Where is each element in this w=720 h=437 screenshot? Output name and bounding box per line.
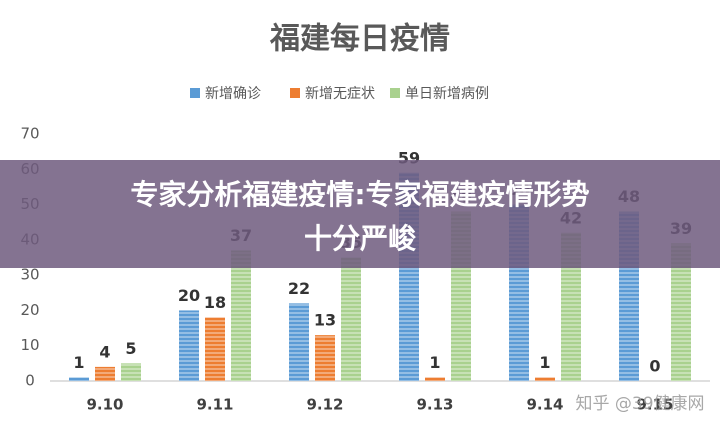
y-tick-label: 20 xyxy=(20,301,39,319)
value-label: 13 xyxy=(314,311,336,330)
bar-group xyxy=(289,303,309,381)
bar-group xyxy=(205,317,225,381)
legend-swatch xyxy=(190,88,200,98)
legend-label: 新增确诊 xyxy=(205,86,261,102)
bar-group xyxy=(341,257,361,381)
bar-stripes xyxy=(289,303,309,381)
banner-background xyxy=(0,160,720,268)
bar-group xyxy=(671,243,691,381)
bar-group xyxy=(535,377,555,381)
y-tick-label: 0 xyxy=(25,372,35,390)
bar-stripes xyxy=(121,363,141,381)
watermark: 知乎 @39健康网 xyxy=(575,394,704,414)
legend-swatch xyxy=(390,88,400,98)
x-tick-label: 9.13 xyxy=(416,396,453,414)
bar-group xyxy=(561,232,581,381)
bar-stripes xyxy=(231,250,251,381)
bar-group xyxy=(425,377,445,381)
value-label: 1 xyxy=(73,353,84,372)
value-label: 4 xyxy=(99,342,110,361)
value-label: 5 xyxy=(125,339,136,358)
bar-stripes xyxy=(315,335,335,381)
legend-label: 单日新增病例 xyxy=(405,86,489,102)
bar-stripes xyxy=(425,377,445,381)
banner-text: 专家分析福建疫情:专家福建疫情形势十分严峻 xyxy=(130,178,589,255)
x-tick-label: 9.14 xyxy=(526,396,563,414)
x-tick-label: 9.11 xyxy=(196,396,233,414)
bar-stripes xyxy=(95,366,115,381)
y-tick-label: 30 xyxy=(20,266,39,284)
bar-group xyxy=(179,310,199,381)
value-label: 18 xyxy=(204,293,226,312)
legend-label: 新增无症状 xyxy=(305,86,375,102)
x-tick-label: 9.12 xyxy=(306,396,343,414)
bar-stripes xyxy=(69,377,89,381)
bar-group xyxy=(69,377,89,381)
bar-group xyxy=(231,250,251,381)
bar-group xyxy=(95,366,115,381)
legend-swatch xyxy=(290,88,300,98)
bar-group xyxy=(121,363,141,381)
x-tick-label: 9.15 xyxy=(636,396,673,414)
bar-stripes xyxy=(535,377,555,381)
x-tick-label: 9.10 xyxy=(86,396,123,414)
bar-group xyxy=(315,335,335,381)
value-label: 22 xyxy=(288,279,310,298)
value-label: 0 xyxy=(649,357,660,376)
bar-stripes xyxy=(671,243,691,381)
y-tick-label: 70 xyxy=(20,125,39,143)
value-label: 20 xyxy=(178,286,200,305)
chart-title: 福建每日疫情 xyxy=(269,22,450,57)
value-label: 1 xyxy=(539,353,550,372)
bar-stripes xyxy=(179,310,199,381)
bar-stripes xyxy=(561,232,581,381)
bar-stripes xyxy=(205,317,225,381)
bar-stripes xyxy=(341,257,361,381)
y-tick-label: 10 xyxy=(20,336,39,354)
value-label: 1 xyxy=(429,353,440,372)
